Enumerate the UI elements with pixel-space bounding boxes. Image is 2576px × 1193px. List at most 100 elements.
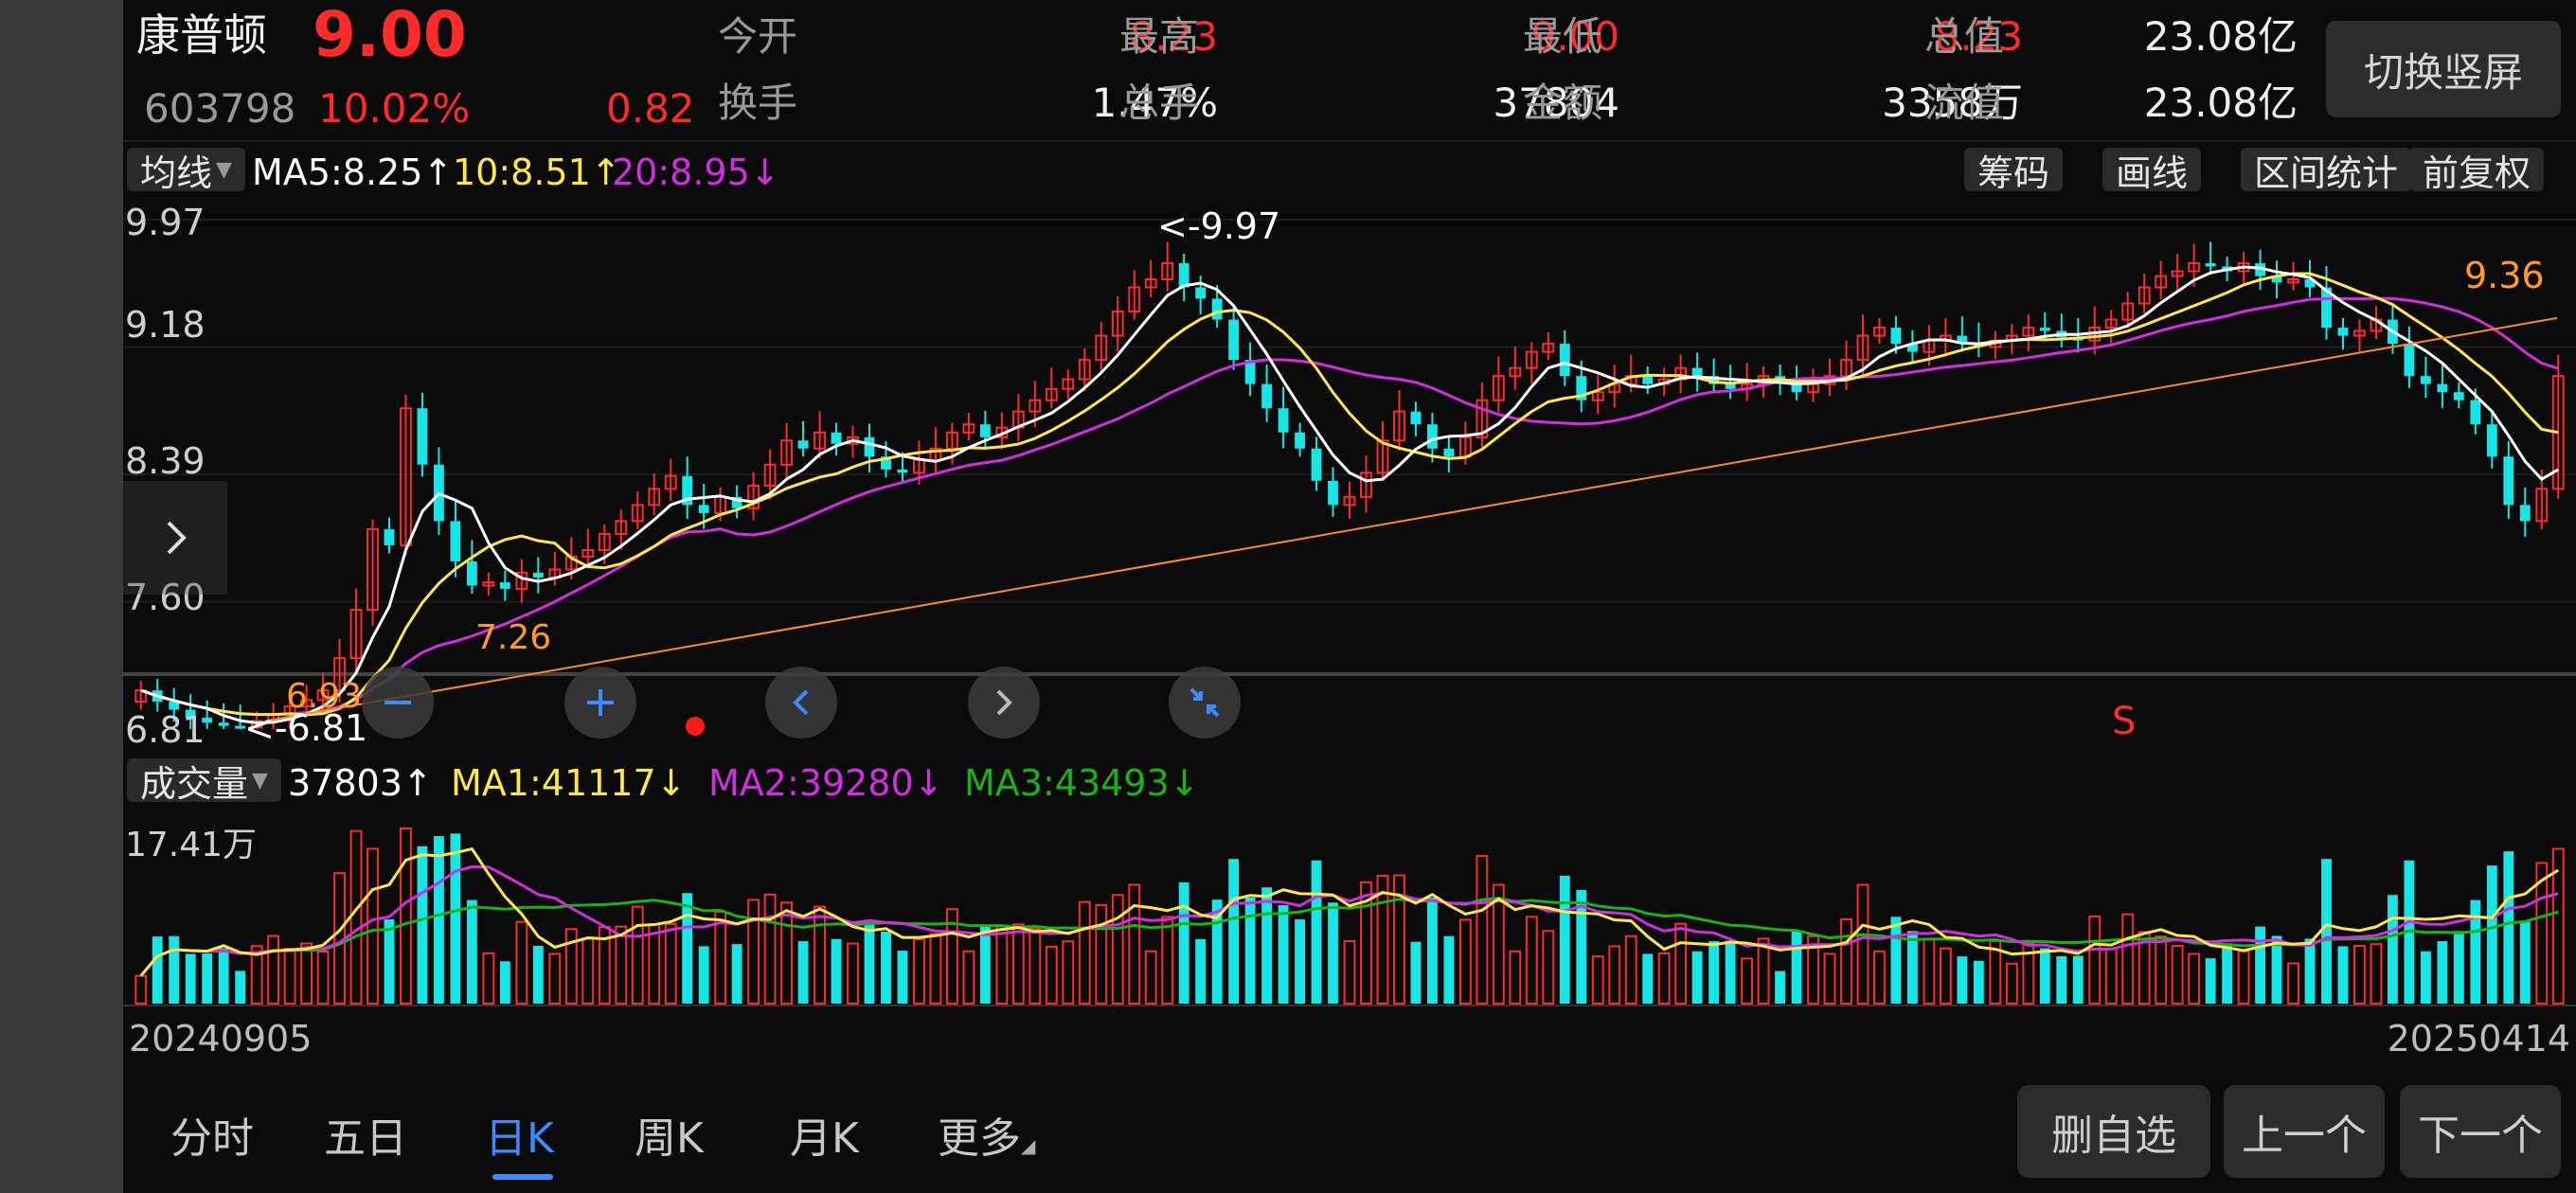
ma20-readout: 20:8.95↓ — [612, 151, 780, 193]
price-tick: 8.39 — [125, 440, 206, 482]
candle-body-down — [1278, 408, 1289, 433]
candle-body-down — [797, 440, 809, 449]
candle-body-up — [780, 439, 793, 466]
open-value: 8.23 — [1129, 13, 1218, 60]
candle-body-up — [2138, 286, 2151, 305]
volume-bar-down — [1907, 931, 1918, 1004]
candle-body-down — [1775, 376, 1785, 380]
scroll-left-button[interactable] — [765, 667, 837, 739]
candle-body-down — [1228, 319, 1240, 361]
high-label: 最高 — [1119, 13, 1200, 60]
zoom-in-button[interactable] — [564, 667, 636, 739]
stock-name: 康普顿 — [136, 9, 267, 61]
candle-body-up — [747, 484, 760, 509]
volume-bar-down — [1211, 899, 1223, 1004]
dropdown-icon: ▼ — [252, 768, 268, 792]
candle-body-down — [2205, 262, 2216, 267]
volume-ma2: MA2:39280↓ — [708, 762, 944, 804]
volume-indicator-select[interactable]: 成交量 ▼ — [127, 758, 281, 805]
volume-bar-up — [2188, 953, 2201, 1006]
volume-bar-up — [1062, 940, 1075, 1005]
collapse-button[interactable] — [1169, 667, 1241, 739]
volume-bar-down — [2420, 951, 2431, 1004]
volume-bar-up — [664, 922, 677, 1005]
tab-monthly-k[interactable]: 月K — [790, 1114, 859, 1163]
volume-bar-down — [797, 941, 809, 1004]
chevron-right-icon — [996, 689, 1012, 716]
tab-intraday[interactable]: 分时 — [170, 1114, 254, 1163]
candle-body-down — [1708, 376, 1720, 384]
draw-line-button[interactable]: 画线 — [2102, 148, 2202, 194]
next-stock-button[interactable]: 下一个 — [2400, 1085, 2561, 1178]
candle-body-down — [202, 718, 213, 723]
volume-bar-up — [300, 942, 313, 1006]
previous-stock-button[interactable]: 上一个 — [2224, 1085, 2385, 1178]
volume-chart[interactable]: 17.41万 — [123, 810, 2576, 1013]
chip-button[interactable]: 筹码 — [1964, 148, 2064, 194]
volume-bar-down — [384, 918, 395, 1004]
volume-bar-up — [400, 828, 412, 1005]
candle-body-up — [1542, 343, 1555, 353]
scroll-right-button[interactable] — [968, 667, 1040, 739]
candle-body-up — [1078, 359, 1091, 381]
tab-five-day[interactable]: 五日 — [324, 1114, 407, 1163]
volume-bar-down — [2072, 955, 2084, 1004]
open-label: 今开 — [718, 13, 798, 60]
total-hands-label: 总手 — [1119, 80, 1200, 126]
candle-body-down — [2486, 424, 2497, 457]
volume-bar-up — [1011, 923, 1025, 1005]
volume-bar-down — [2437, 941, 2448, 1004]
ma5-line — [140, 265, 2560, 725]
switch-portrait-button[interactable]: 切换竖屏 — [2326, 21, 2561, 117]
candle-body-up — [1840, 359, 1852, 378]
indicator-select[interactable]: 均线 ▼ — [127, 148, 245, 194]
forward-adjust-button[interactable]: 前复权 — [2409, 148, 2545, 194]
zoom-out-button[interactable] — [362, 667, 434, 739]
annotation-693: 6.93 — [286, 677, 363, 716]
candle-body-up — [615, 520, 628, 535]
volume-bar-down — [185, 953, 196, 1004]
amount-label: 金额 — [1523, 80, 1603, 126]
candle-body-down — [2304, 278, 2316, 288]
tab-daily-k[interactable]: 日K — [485, 1114, 554, 1163]
float-value-label: 流值 — [1924, 80, 2005, 126]
tab-more[interactable]: 更多◢ — [938, 1104, 1035, 1165]
kline-svg — [123, 219, 2576, 729]
candle-body-up — [962, 423, 975, 434]
range-stats-button[interactable]: 区间统计 — [2241, 148, 2412, 194]
volume-bar-up — [1674, 922, 1688, 1005]
period-tabs: 分时 五日 日K 周K 月K 更多◢ 删自选 上一个 下一个 — [123, 1070, 2576, 1193]
volume-bar-up — [929, 933, 942, 1005]
volume-bar-down — [434, 836, 444, 1004]
candle-body-up — [1095, 334, 1108, 362]
expand-panel-handle[interactable] — [123, 481, 227, 595]
candle-body-down — [1410, 411, 1422, 425]
volume-bar-down — [2470, 899, 2481, 1004]
active-tab-underline — [492, 1174, 553, 1180]
volume-bar-up — [2535, 862, 2549, 1005]
candle-body-up — [1111, 311, 1124, 337]
volume-bar-up — [283, 948, 296, 1006]
candle-body-down — [1642, 376, 1654, 384]
candle-body-down — [532, 572, 544, 578]
candle-body-down — [417, 408, 428, 465]
volume-bar-up — [995, 925, 1009, 1005]
price-tick: 7.60 — [125, 577, 206, 618]
volume-bar-up — [1111, 894, 1124, 1005]
volume-bar-down — [169, 935, 180, 1004]
volume-bar-up — [367, 847, 379, 1005]
remove-watchlist-button[interactable]: 删自选 — [2017, 1085, 2210, 1178]
candle-body-down — [2420, 376, 2431, 384]
candle-body-up — [515, 571, 528, 590]
candle-body-up — [814, 431, 826, 450]
candle-body-up — [581, 549, 595, 558]
tab-weekly-k[interactable]: 周K — [635, 1114, 704, 1163]
kline-chart[interactable]: 9.97 9.18 8.39 7.60 6.81 <-9.97 <-6.81 7… — [123, 201, 2576, 750]
candle-body-up — [1591, 391, 1604, 401]
volume-bar-down — [897, 951, 908, 1004]
change-percent: 10.02% — [318, 85, 471, 132]
volume-bar-up — [2237, 950, 2250, 1005]
candle-body-down — [2404, 344, 2415, 377]
volume-bar-down — [682, 893, 693, 1004]
ma20-line — [140, 296, 2559, 717]
